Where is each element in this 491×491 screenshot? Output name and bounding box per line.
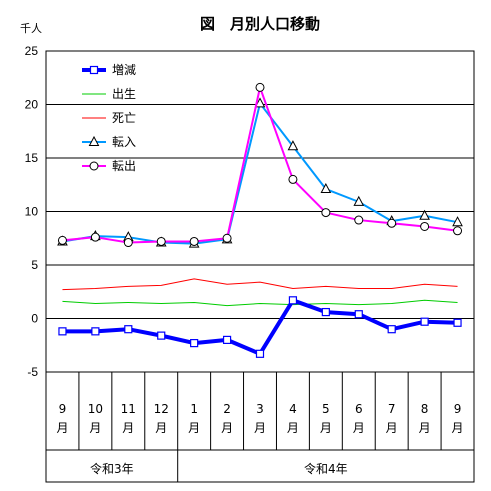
data-point: [387, 325, 396, 334]
series-group: [57, 82, 463, 248]
data-point: [387, 218, 397, 228]
x-tick-month-suffix: 月: [254, 421, 266, 435]
series-group: [62, 299, 458, 307]
series-group: [58, 296, 462, 358]
x-tick-month-suffix: 月: [56, 421, 68, 435]
data-point: [222, 335, 232, 344]
x-tick-month-suffix: 月: [287, 421, 299, 435]
legend-item: 転出: [82, 159, 136, 173]
x-tick-month-number: 6: [355, 402, 363, 416]
y-tick-label: 15: [25, 151, 39, 165]
y-tick-label: 25: [25, 44, 39, 58]
x-tick-month-number: 12: [154, 402, 169, 416]
x-tick-month-number: 3: [256, 402, 264, 416]
series-line: [62, 298, 458, 356]
x-tick-month-suffix: 月: [221, 421, 233, 435]
legend-label: 転出: [112, 159, 136, 173]
data-point: [91, 327, 100, 336]
data-point: [354, 215, 364, 225]
unit-label: 千人: [20, 22, 42, 35]
x-tick-month-suffix: 月: [188, 421, 200, 435]
data-point: [288, 296, 298, 305]
y-tick-label: 20: [25, 98, 39, 112]
y-tick-label: -5: [27, 365, 38, 379]
x-tick-month-suffix: 月: [320, 421, 332, 435]
data-point: [354, 310, 363, 319]
data-point: [420, 317, 429, 326]
x-tick-month-number: 7: [388, 402, 396, 416]
x-tick-month-suffix: 月: [122, 421, 134, 435]
era-label: 令和4年: [304, 461, 348, 476]
x-tick-month-suffix: 月: [452, 421, 464, 435]
y-tick-label: 10: [25, 205, 39, 219]
x-tick-month-number: 9: [59, 402, 67, 416]
data-point: [254, 97, 266, 108]
x-tick-month-suffix: 月: [353, 421, 365, 435]
x-tick-month-number: 8: [421, 402, 429, 416]
data-point: [353, 195, 365, 206]
data-point: [222, 233, 232, 243]
x-tick-month-number: 11: [121, 402, 136, 416]
legend-item: 転入: [82, 135, 136, 149]
legend-label: 死亡: [112, 111, 136, 125]
x-tick-month-number: 4: [289, 402, 297, 416]
x-tick-month-number: 1: [190, 402, 198, 416]
legend-marker: [89, 65, 99, 75]
x-tick-month-number: 5: [322, 402, 330, 416]
x-tick-month-number: 10: [88, 402, 103, 416]
data-point: [420, 221, 430, 231]
data-point: [453, 226, 463, 236]
data-point: [157, 331, 166, 340]
chart-title: 図 月別人口移動: [200, 15, 320, 33]
era-label: 令和3年: [90, 461, 134, 476]
series-lines: [57, 82, 463, 358]
data-point: [189, 236, 199, 246]
x-tick-month-number: 9: [454, 402, 462, 416]
legend-label: 転入: [112, 135, 136, 149]
data-point: [321, 208, 331, 218]
legend-label: 出生: [112, 87, 136, 101]
data-point: [156, 236, 166, 246]
data-point: [287, 140, 299, 151]
data-point: [190, 339, 199, 348]
data-point: [453, 318, 462, 327]
legend-marker: [89, 161, 99, 171]
data-point: [419, 209, 430, 220]
data-point: [90, 232, 100, 242]
data-point: [123, 238, 133, 248]
legend-marker: [88, 135, 100, 146]
data-point: [255, 82, 265, 92]
plot-frame: [45, 50, 475, 483]
x-tick-month-suffix: 月: [89, 421, 101, 435]
x-axis: 令和3年 令和4年 9 月 10 月 11 月 12 月 1 月 2 月 3 月 4 月 5 月 6 月 7 月 8 月 9 月: [46, 372, 474, 482]
y-tick-label: 0: [31, 312, 38, 326]
x-tick-month-suffix: 月: [419, 421, 431, 435]
legend-item: 増減: [82, 62, 136, 77]
data-point: [255, 349, 265, 358]
gridlines: [46, 50, 474, 373]
data-point: [57, 235, 67, 245]
data-point: [288, 174, 298, 184]
data-point: [320, 182, 332, 194]
data-point: [452, 216, 463, 227]
legend-item: 死亡: [82, 111, 136, 125]
series-group: [62, 278, 458, 291]
x-tick-month-number: 2: [223, 402, 231, 416]
series-line: [62, 299, 458, 307]
x-tick-month-suffix: 月: [386, 421, 398, 435]
data-point: [58, 327, 67, 336]
legend-item: 出生: [82, 87, 136, 101]
data-point: [321, 307, 330, 317]
series-line: [62, 278, 458, 291]
legend-label: 増減: [112, 62, 136, 77]
y-tick-label: 5: [31, 258, 38, 272]
data-point: [124, 325, 133, 334]
y-axis: 25 20 15 10 5 0 -5: [25, 44, 39, 379]
x-tick-month-suffix: 月: [155, 421, 167, 435]
